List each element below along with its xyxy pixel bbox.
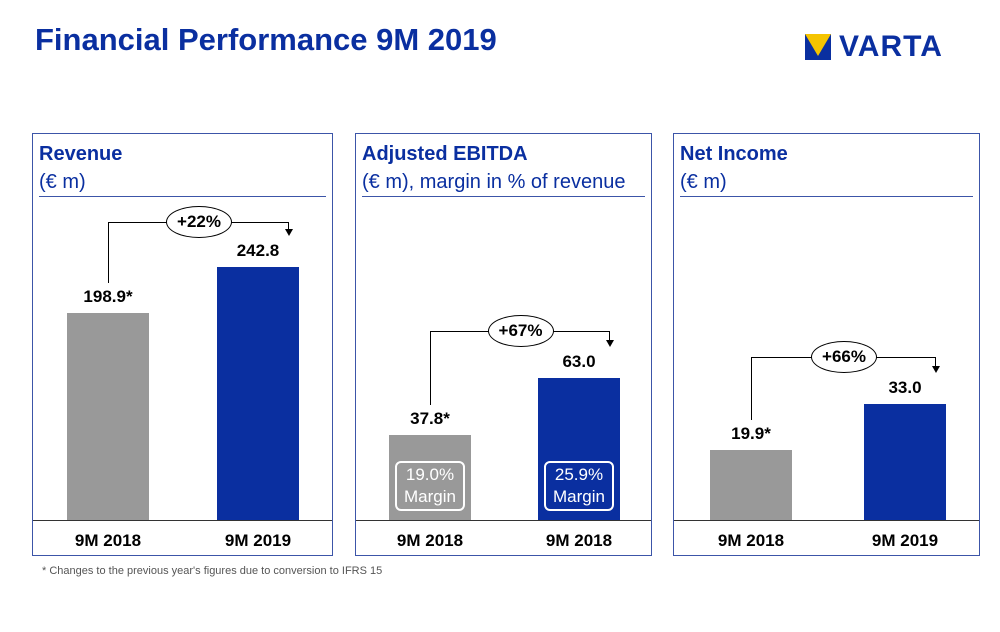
margin-value: 19.0% — [405, 465, 455, 484]
page-title: Financial Performance 9M 2019 — [35, 22, 497, 57]
value-label: 198.9* — [83, 286, 133, 306]
bar — [710, 449, 792, 520]
connector-line — [935, 357, 936, 366]
chart-title: Adjusted EBITDA — [362, 143, 528, 165]
logo-text: VARTA — [839, 30, 943, 63]
chart-title: Revenue — [39, 143, 123, 165]
growth-badge: +66% — [811, 341, 877, 373]
chart-panel-1: Adjusted EBITDA (€ m), margin in % of rev… — [355, 133, 652, 556]
connector-line — [751, 357, 752, 420]
footnote: * Changes to the previous year's figures… — [42, 565, 383, 577]
chart-panel-2: Net Income (€ m) 19.9* 9M 2018 33.0 9M 2019 +6… — [673, 133, 980, 556]
category-label: 9M 2019 — [871, 531, 939, 550]
chart-panel-0: Revenue (€ m) 198.9* 9M 2018 242.8 9M 2019 +22… — [32, 133, 333, 556]
value-label: 63.0 — [562, 351, 596, 371]
margin-value: 25.9% — [554, 465, 604, 484]
value-label: 33.0 — [888, 377, 922, 397]
category-label: 9M 2018 — [396, 531, 464, 550]
arrow-down-icon — [606, 339, 614, 347]
value-label: 37.8* — [410, 408, 450, 428]
bar — [864, 403, 946, 520]
category-label: 9M 2019 — [224, 531, 292, 550]
panel-header: Adjusted EBITDA (€ m), margin in % of rev… — [362, 140, 625, 196]
baseline — [674, 520, 979, 521]
chart-subtitle: (€ m), margin in % of revenue — [362, 171, 626, 193]
connector-line — [288, 222, 289, 229]
bar — [67, 312, 149, 520]
chart-subtitle: (€ m) — [39, 171, 86, 193]
value-label: 19.9* — [731, 423, 771, 443]
category-label: 9M 2018 — [545, 531, 613, 550]
growth-badge: +67% — [487, 315, 554, 347]
arrow-down-icon — [285, 229, 293, 236]
header-divider — [680, 196, 973, 197]
panel-header: Net Income (€ m) — [680, 140, 788, 196]
category-label: 9M 2018 — [717, 531, 785, 550]
panel-header: Revenue (€ m) — [39, 140, 122, 196]
margin-label: Margin — [553, 487, 605, 506]
category-label: 9M 2018 — [74, 531, 142, 550]
header-divider — [39, 196, 326, 197]
bar — [538, 377, 620, 520]
varta-logo: VARTA — [805, 30, 943, 64]
growth-badge: +22% — [166, 206, 232, 238]
bar — [217, 267, 299, 520]
margin-badge: 25.9% Margin — [544, 461, 614, 511]
connector-line — [108, 222, 109, 283]
connector-line — [609, 331, 610, 340]
baseline — [356, 520, 651, 521]
connector-line — [430, 331, 431, 405]
margin-label: Margin — [404, 487, 456, 506]
logo-mark-icon — [805, 34, 831, 60]
chart-title: Net Income — [680, 143, 788, 165]
baseline — [33, 520, 332, 521]
value-label: 242.8 — [236, 241, 280, 260]
chart-subtitle: (€ m) — [680, 171, 727, 193]
arrow-down-icon — [932, 365, 940, 373]
bar — [389, 434, 471, 520]
margin-badge: 19.0% Margin — [395, 461, 465, 511]
header-divider — [362, 196, 645, 197]
